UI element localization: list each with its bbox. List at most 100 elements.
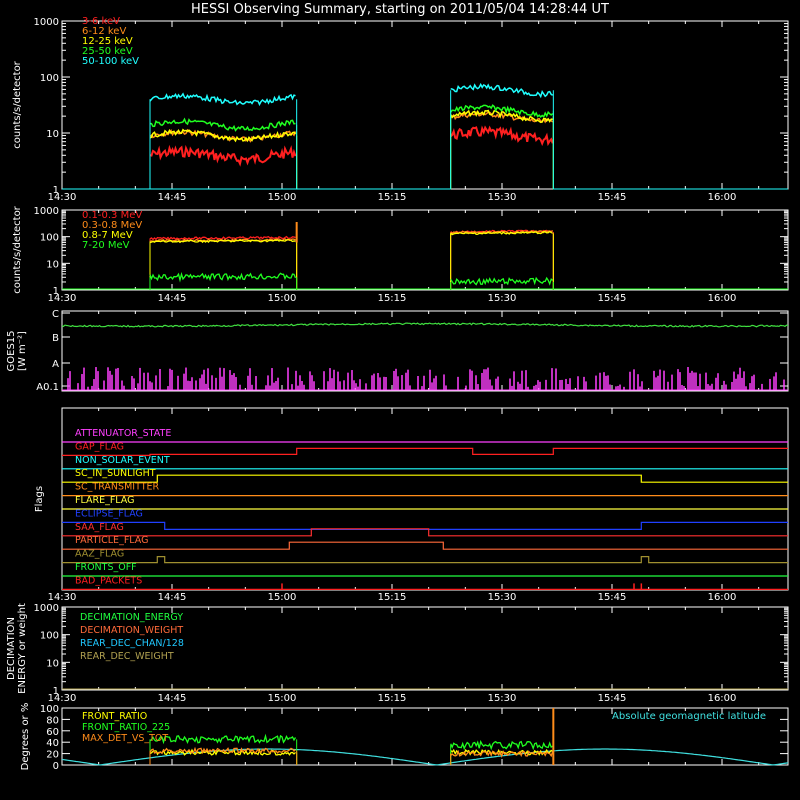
legend-entry: 12-25 keV — [82, 36, 133, 47]
series-line — [450, 125, 554, 147]
x-tick-label: 15:30 — [488, 693, 517, 704]
y-tick-label: 1 — [53, 686, 59, 697]
x-tick-label: 16:00 — [708, 592, 737, 603]
y-tick-label: 80 — [46, 715, 59, 726]
y-axis-label: Flags — [34, 486, 45, 512]
legend-entry: MAX_DET_VS_TOT — [82, 733, 168, 744]
series-line — [149, 746, 296, 755]
x-tick-label: 14:30 — [48, 293, 77, 304]
y-tick-label: A — [52, 359, 59, 370]
flag-label: PARTICLE_FLAG — [75, 535, 148, 546]
series-line — [149, 239, 296, 244]
series-line — [150, 117, 296, 132]
flag-label: ATTENUATOR_STATE — [75, 428, 171, 439]
y-tick-label: 0 — [53, 761, 59, 772]
y-axis-label: GOES15 — [6, 330, 17, 371]
y-tick-label: 100 — [40, 631, 59, 642]
y-tick-label: 10 — [46, 658, 59, 669]
flag-line — [62, 556, 788, 564]
flag-label: AAZ_FLAG — [75, 549, 124, 560]
goes-long-line — [61, 322, 789, 328]
x-tick-label: 15:00 — [268, 693, 297, 704]
flag-label: FLARE_FLAG — [75, 495, 135, 506]
y-tick-label: 10 — [46, 259, 59, 270]
y-axis-label: ENERGY or weight — [17, 603, 28, 694]
legend-entry: 0.1-0.3 MeV — [82, 210, 142, 221]
series-line — [149, 144, 297, 167]
legend-entry: DECIMATION_ENERGY — [80, 612, 183, 623]
geomagnetic-latitude-line — [61, 748, 789, 766]
x-tick-label: 15:15 — [378, 293, 407, 304]
series-line — [450, 82, 554, 99]
y-axis-unit: [W m⁻²] — [17, 331, 28, 371]
x-tick-label: 14:30 — [48, 192, 77, 203]
series-line — [149, 271, 297, 283]
x-tick-label: 14:45 — [158, 192, 187, 203]
legend-entry: FRONT_RATIO — [82, 711, 147, 722]
x-tick-label: 15:00 — [268, 293, 297, 304]
x-tick-label: 15:15 — [378, 693, 407, 704]
flag-label: SC_IN_SUNLIGHT — [75, 468, 156, 479]
flag-line — [62, 541, 788, 550]
y-tick-label: 100 — [40, 704, 59, 715]
panel-frame — [61, 707, 789, 766]
flag-label: SC_TRANSMITTER — [75, 482, 160, 493]
y-tick-label: C — [52, 309, 59, 320]
y-axis-label: DECIMATION — [6, 617, 17, 680]
legend-entry: 3-6 keV — [82, 16, 120, 27]
series-line — [149, 733, 297, 745]
series-line — [450, 104, 554, 119]
y-tick-label: 40 — [46, 738, 59, 749]
series-line — [450, 739, 554, 751]
series-line — [149, 128, 297, 143]
x-tick-label: 15:45 — [598, 293, 627, 304]
flag-line — [62, 528, 788, 537]
x-tick-label: 14:30 — [48, 592, 77, 603]
x-tick-label: 15:45 — [598, 192, 627, 203]
flag-label: ECLIPSE_FLAG — [75, 508, 143, 519]
x-tick-label: 15:00 — [268, 592, 297, 603]
flag-label: FRONTS_OFF — [75, 562, 137, 573]
y-tick-label: 1000 — [34, 17, 59, 28]
panel-frame — [61, 209, 789, 291]
legend-entry: REAR_DEC_CHAN/128 — [80, 638, 184, 649]
y-tick-label: 100 — [40, 233, 59, 244]
x-tick-label: 15:30 — [488, 192, 517, 203]
panel-frame — [61, 606, 789, 691]
legend-entry: REAR_DEC_WEIGHT — [80, 651, 174, 662]
y-tick-label: A0.1 — [36, 382, 59, 393]
flag-line — [62, 521, 788, 530]
y-tick-label: 60 — [46, 727, 59, 738]
flag-label: SAA_FLAG — [75, 522, 124, 533]
flag-label: GAP_FLAG — [75, 441, 124, 452]
flag-label: BAD_PACKETS — [75, 575, 142, 586]
x-tick-label: 14:45 — [158, 693, 187, 704]
x-tick-label: 15:30 — [488, 293, 517, 304]
legend-entry: 0.3-0.8 MeV — [82, 220, 142, 231]
plot-title: HESSI Observing Summary, starting on 201… — [191, 2, 609, 17]
series-line — [450, 749, 554, 758]
series-line — [450, 748, 554, 757]
series-line — [450, 230, 553, 236]
y-tick-label: B — [52, 333, 59, 344]
flag-line — [62, 474, 788, 483]
y-tick-label: 20 — [46, 750, 59, 761]
y-tick-label: 1 — [53, 185, 59, 196]
x-tick-label: 16:00 — [708, 293, 737, 304]
series-line — [450, 109, 553, 124]
y-tick-label: 1 — [53, 286, 59, 297]
legend-entry: 50-100 keV — [82, 56, 139, 67]
y-tick-label: 100 — [40, 73, 59, 84]
series-line — [149, 92, 296, 107]
x-tick-label: 14:45 — [158, 592, 187, 603]
y-axis-label: Degrees or % — [20, 703, 31, 771]
legend-entry: 0.8-7 MeV — [82, 230, 133, 241]
legend-entry: 6-12 keV — [82, 26, 126, 37]
y-tick-label: 1000 — [34, 206, 59, 217]
legend-entry: FRONT_RATIO_225 — [82, 722, 170, 733]
panel-frame — [61, 310, 789, 392]
x-tick-label: 16:00 — [708, 693, 737, 704]
